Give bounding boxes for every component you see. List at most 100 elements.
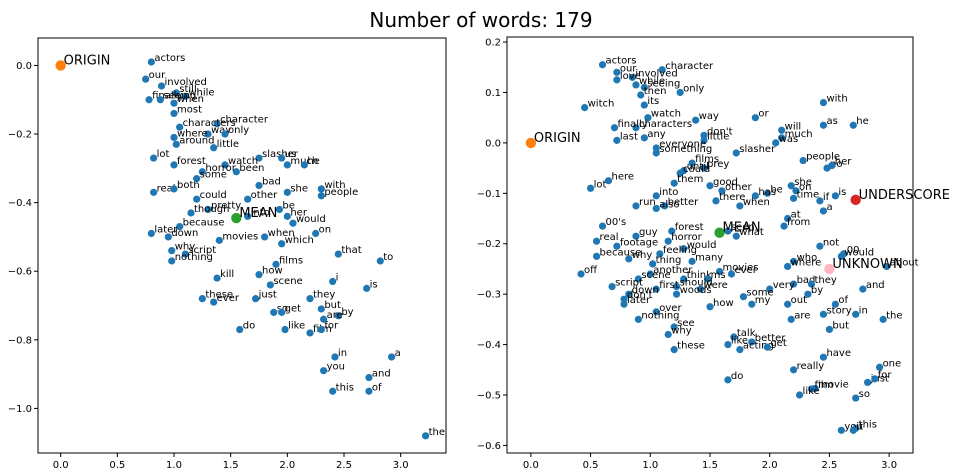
special-point <box>55 60 66 71</box>
scatter-point <box>652 308 660 316</box>
scatter-point <box>676 88 684 97</box>
scatter-point <box>688 159 696 167</box>
point-label: who <box>797 252 818 263</box>
y-tick-label: −0.3 <box>477 290 501 301</box>
point-label: about <box>890 257 919 268</box>
point-label: time <box>797 189 820 200</box>
scatter-point <box>712 197 720 205</box>
point-label: characters <box>183 118 236 129</box>
point-label: are <box>794 310 810 321</box>
x-tick-label: 3.0 <box>393 460 409 471</box>
point-label: horror <box>205 163 236 174</box>
scatter-point <box>610 124 619 132</box>
scatter-point <box>365 387 373 395</box>
scatter-point <box>306 295 314 303</box>
scatter-point <box>789 280 798 288</box>
point-label: movies <box>723 262 759 273</box>
scatter-point <box>780 222 788 230</box>
scatter-point <box>640 134 648 142</box>
scatter-point <box>795 391 804 399</box>
point-label: when <box>743 197 770 208</box>
point-label: be <box>282 200 295 211</box>
x-tick-label: 0.5 <box>583 460 599 471</box>
scatter-point <box>204 205 212 214</box>
point-label: down <box>632 285 659 296</box>
scatter-point <box>652 149 660 157</box>
scatter-point <box>739 293 748 301</box>
point-label: you <box>327 362 345 373</box>
scatter-point <box>181 250 189 258</box>
scatter-point <box>283 212 291 220</box>
point-label: with <box>826 94 847 105</box>
point-label: thing <box>656 255 682 266</box>
scatter-point <box>787 315 795 323</box>
point-label: these <box>677 341 705 352</box>
scatter-point <box>634 315 642 323</box>
scatter-point <box>819 353 828 361</box>
point-label: better <box>755 333 786 344</box>
point-label: into <box>659 187 678 198</box>
y-tick-label: −0.6 <box>8 267 32 278</box>
point-label: like <box>288 321 305 332</box>
point-label: this <box>336 382 354 393</box>
scatter-point <box>272 260 280 268</box>
scatter-point <box>879 315 887 323</box>
point-label: scene <box>273 276 302 287</box>
scatter-point <box>672 290 681 298</box>
point-label: would <box>296 214 326 225</box>
y-tick-label: −0.8 <box>8 335 32 346</box>
point-label: why <box>632 250 653 261</box>
scatter-point <box>142 75 150 83</box>
scatter-point <box>652 192 660 200</box>
point-label: what <box>739 227 764 238</box>
scatter-point <box>147 229 155 238</box>
scatter-point <box>724 227 732 235</box>
point-label: other <box>725 182 753 193</box>
scatter-point <box>193 195 201 203</box>
point-label: way <box>699 111 719 122</box>
point-label: he <box>856 116 869 127</box>
scatter-point <box>215 236 223 244</box>
point-label: the <box>429 427 445 438</box>
point-label: 00 <box>847 245 860 256</box>
scatter-point <box>852 394 860 402</box>
scatter-point <box>656 250 664 258</box>
point-label: out <box>791 295 807 306</box>
scatter-point <box>778 126 786 134</box>
scatter-point <box>789 257 798 265</box>
point-label: script <box>188 245 216 256</box>
special-point-label: MEAN <box>723 221 761 236</box>
point-label: these <box>205 290 233 301</box>
x-tick-label: 1.0 <box>166 460 182 471</box>
scatter-point <box>168 257 176 265</box>
point-label: script <box>615 278 643 289</box>
scatter-point <box>676 169 684 177</box>
scatter-point <box>825 325 834 334</box>
point-label: be <box>770 184 783 195</box>
point-label: very <box>773 280 795 291</box>
scatter-point <box>664 237 672 245</box>
point-label: any <box>647 129 665 140</box>
scatter-point <box>592 237 601 245</box>
point-label: ever <box>734 265 757 276</box>
point-label: just <box>870 373 889 384</box>
scatter-point <box>592 252 601 260</box>
point-label: first <box>659 280 679 291</box>
scatter-point <box>604 177 613 185</box>
point-label: later <box>154 224 178 235</box>
x-tick-label: 0.0 <box>523 460 539 471</box>
point-label: would <box>844 247 874 258</box>
scatter-point <box>668 227 676 235</box>
point-label: would <box>687 240 717 251</box>
point-label: seeing <box>163 91 196 102</box>
point-label: by <box>341 307 353 318</box>
point-label: footage <box>620 237 658 248</box>
x-tick-label: 2.0 <box>279 460 295 471</box>
scatter-point <box>819 98 828 107</box>
scatter-point <box>329 387 337 395</box>
scatter-point <box>724 340 732 349</box>
point-label: is <box>370 279 378 290</box>
point-label: there <box>719 192 745 203</box>
scatter-point <box>320 315 328 323</box>
y-tick-label: −0.4 <box>8 198 32 209</box>
